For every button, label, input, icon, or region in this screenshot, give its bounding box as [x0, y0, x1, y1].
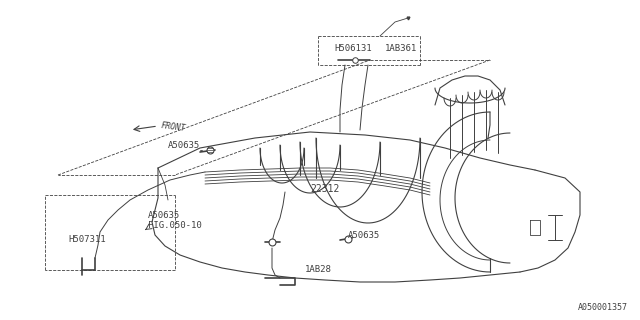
Text: FRONT: FRONT: [160, 121, 186, 133]
Text: 22312: 22312: [310, 184, 339, 194]
Text: A50635: A50635: [348, 231, 380, 240]
Text: H506131: H506131: [334, 44, 372, 53]
Text: A050001357: A050001357: [578, 303, 628, 312]
Text: A50635: A50635: [168, 141, 200, 150]
Text: 1AB28: 1AB28: [305, 265, 332, 274]
Text: A50635: A50635: [148, 211, 180, 220]
Text: H507311: H507311: [68, 235, 106, 244]
Text: FIG.050-10: FIG.050-10: [148, 221, 202, 230]
Text: 1AB361: 1AB361: [385, 44, 417, 53]
